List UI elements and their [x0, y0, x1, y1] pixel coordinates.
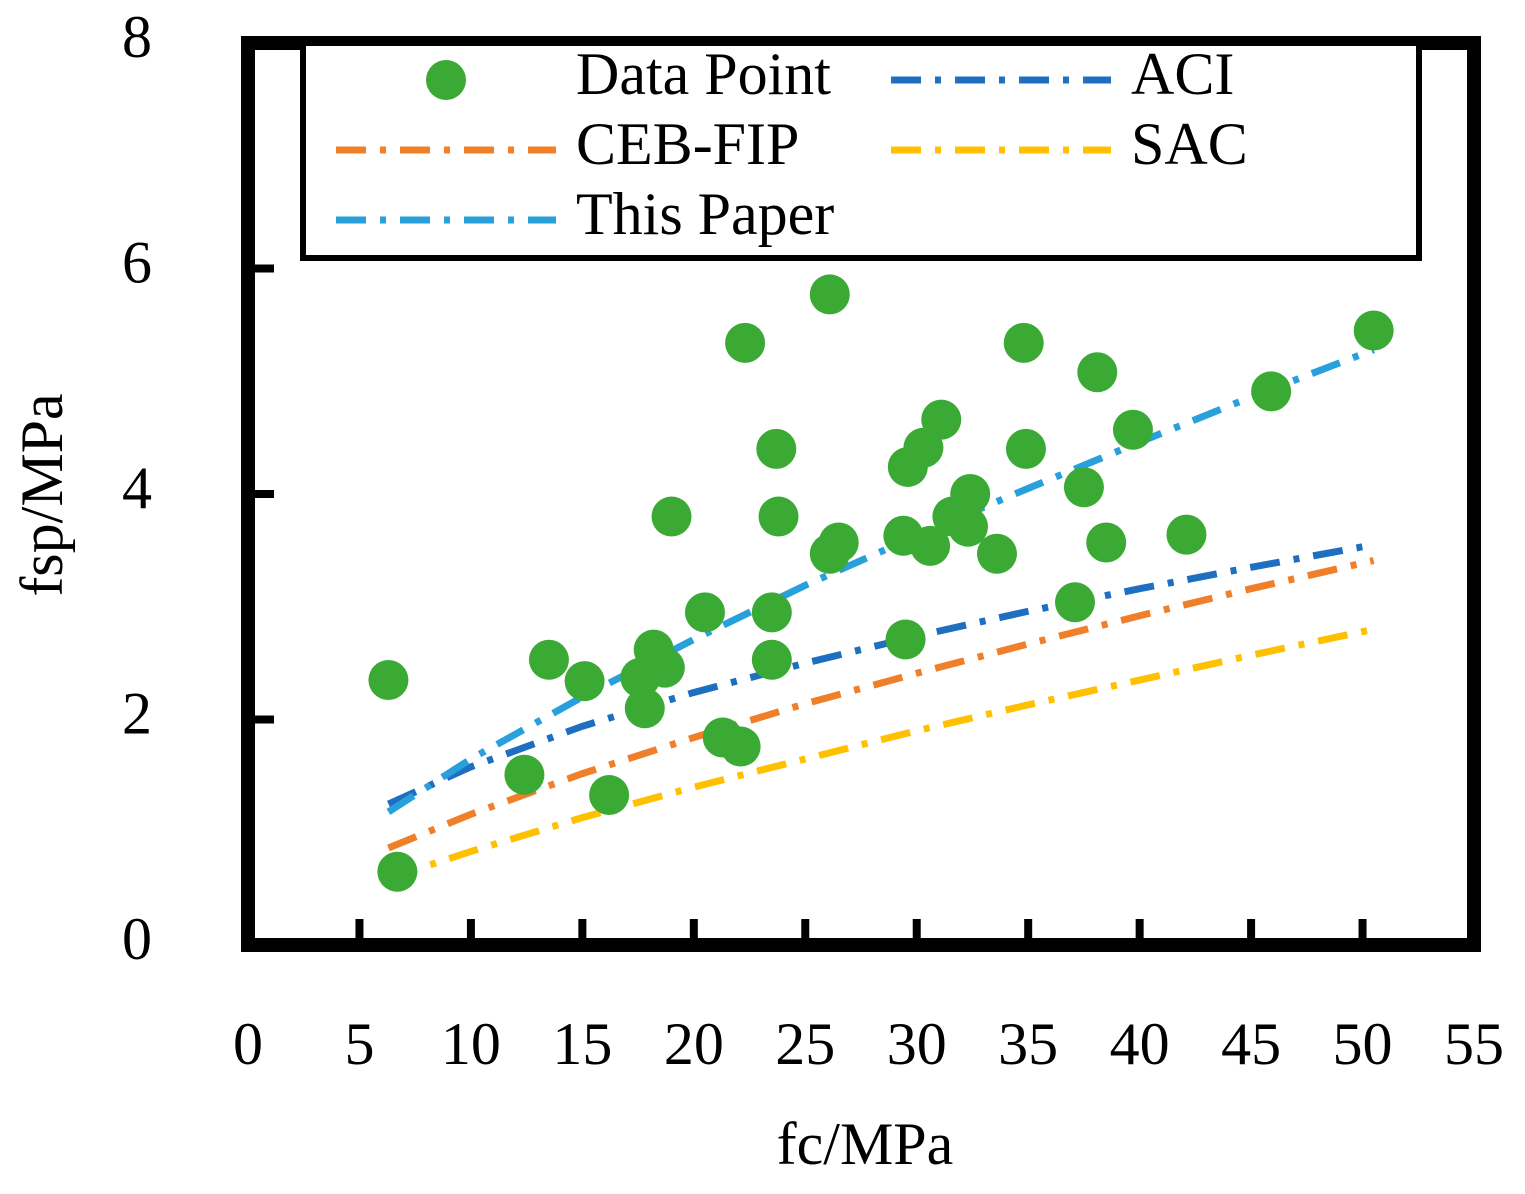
data-point — [809, 274, 850, 315]
data-point — [504, 754, 545, 795]
x-axis-title: fc/MPa — [777, 1111, 954, 1177]
legend-label: ACI — [1131, 41, 1234, 107]
x-tick-label: 55 — [1444, 1011, 1504, 1077]
x-tick-label: 40 — [1110, 1011, 1170, 1077]
data-point — [1166, 514, 1207, 555]
data-point — [644, 647, 685, 688]
data-point — [1005, 428, 1046, 469]
data-point — [1353, 310, 1394, 351]
y-tick-label: 8 — [122, 4, 152, 70]
data-point — [818, 522, 859, 563]
data-point — [377, 851, 418, 892]
legend-label: Data Point — [576, 41, 831, 107]
x-tick-label: 50 — [1333, 1011, 1393, 1077]
x-tick-label: 20 — [664, 1011, 724, 1077]
data-point — [1251, 371, 1292, 412]
data-point — [1003, 322, 1044, 363]
line-series — [387, 557, 1375, 852]
data-point — [885, 619, 926, 660]
x-tick-label: 15 — [552, 1011, 612, 1077]
data-point — [947, 506, 988, 547]
y-axis-title: fsp/MPa — [9, 393, 75, 596]
data-point — [751, 639, 792, 680]
data-point — [528, 639, 569, 680]
x-tick-label: 45 — [1221, 1011, 1281, 1077]
y-tick-label: 0 — [122, 906, 152, 972]
data-point — [1054, 582, 1095, 623]
line-series — [386, 346, 1375, 815]
data-point — [725, 322, 766, 363]
data-point — [976, 533, 1017, 574]
y-tick-label: 4 — [122, 455, 152, 521]
data-point — [368, 660, 409, 701]
data-point — [758, 496, 799, 537]
x-tick-label: 5 — [344, 1011, 374, 1077]
y-tick-label: 2 — [122, 680, 152, 746]
x-tick-label: 25 — [775, 1011, 835, 1077]
x-tick-label: 10 — [441, 1011, 501, 1077]
data-point — [589, 775, 630, 816]
data-point — [1086, 522, 1127, 563]
data-point — [651, 496, 692, 537]
legend-label: SAC — [1131, 111, 1248, 177]
line-series — [386, 541, 1375, 808]
legend-label: This Paper — [576, 181, 834, 247]
y-tick-label: 6 — [122, 229, 152, 295]
legend-label: CEB-FIP — [576, 111, 799, 177]
data-point — [751, 592, 792, 633]
data-point — [950, 474, 991, 514]
x-tick-label: 0 — [233, 1011, 263, 1077]
legend-marker — [426, 60, 466, 100]
data-point — [910, 525, 951, 566]
data-point — [1063, 467, 1104, 508]
data-point — [720, 726, 761, 767]
x-tick-label: 35 — [998, 1011, 1058, 1077]
data-point — [1112, 409, 1153, 450]
x-tick-label: 30 — [887, 1011, 947, 1077]
data-point — [624, 688, 665, 729]
data-point — [684, 592, 725, 633]
line-series — [387, 625, 1375, 882]
data-point — [921, 399, 962, 440]
data-point — [1077, 352, 1118, 393]
data-point — [756, 428, 797, 469]
data-point — [564, 661, 605, 702]
